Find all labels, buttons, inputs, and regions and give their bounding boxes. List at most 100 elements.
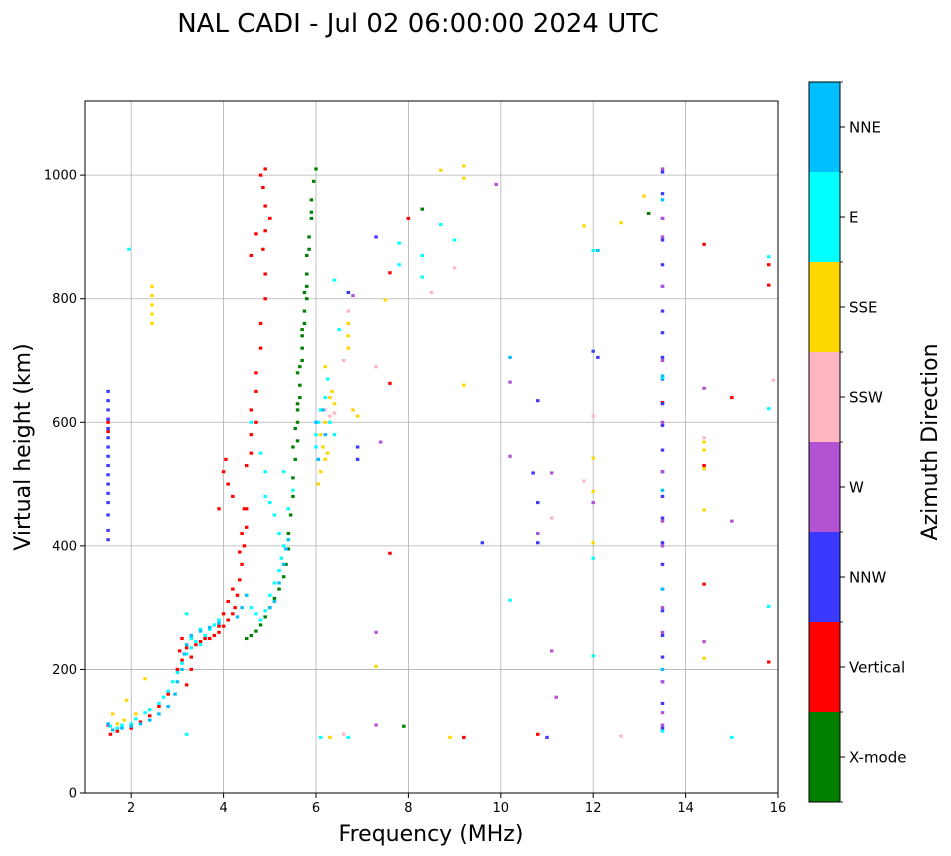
echo-point bbox=[596, 355, 600, 359]
echo-point bbox=[660, 630, 665, 634]
echo-point bbox=[323, 396, 327, 400]
echo-point bbox=[286, 538, 291, 542]
echo-point bbox=[452, 266, 457, 270]
echo-point bbox=[591, 541, 595, 545]
echo-point bbox=[702, 582, 706, 586]
echo-point bbox=[332, 402, 337, 406]
echo-point bbox=[288, 513, 293, 517]
echo-point bbox=[261, 247, 265, 251]
echo-point bbox=[660, 309, 665, 313]
echo-point bbox=[175, 670, 180, 675]
echo-point bbox=[702, 467, 706, 471]
echo-point bbox=[508, 380, 512, 384]
echo-point bbox=[591, 456, 595, 460]
echo-point bbox=[281, 470, 286, 474]
echo-point bbox=[268, 501, 272, 505]
echo-point bbox=[545, 735, 549, 739]
echo-point bbox=[106, 473, 110, 477]
echo-point bbox=[263, 609, 267, 613]
echo-point bbox=[346, 321, 351, 325]
echo-point bbox=[291, 494, 295, 498]
echo-point bbox=[268, 606, 272, 610]
echo-point bbox=[619, 734, 623, 738]
echo-point bbox=[295, 371, 300, 375]
echo-point bbox=[198, 629, 203, 633]
echo-point bbox=[660, 516, 665, 520]
echo-point bbox=[157, 712, 161, 716]
echo-point bbox=[175, 667, 180, 671]
echo-point bbox=[549, 516, 554, 520]
echo-point bbox=[258, 618, 263, 622]
echo-point bbox=[238, 550, 242, 554]
echo-point bbox=[318, 408, 323, 412]
echo-point bbox=[106, 538, 110, 542]
echo-point bbox=[291, 488, 295, 492]
echo-point bbox=[660, 192, 665, 196]
echo-point bbox=[397, 241, 401, 245]
echo-point bbox=[277, 581, 281, 585]
echo-point bbox=[439, 223, 443, 227]
echo-point bbox=[263, 615, 267, 619]
echo-point bbox=[293, 457, 297, 461]
echo-point bbox=[619, 221, 623, 225]
echo-point bbox=[323, 365, 327, 369]
echo-point bbox=[316, 482, 321, 486]
echo-point bbox=[582, 224, 586, 228]
echo-point bbox=[660, 587, 665, 591]
echo-point bbox=[591, 556, 595, 560]
echo-point bbox=[258, 173, 263, 177]
echo-point bbox=[374, 235, 378, 239]
echo-point bbox=[184, 643, 189, 647]
echo-point bbox=[660, 374, 665, 378]
echo-point bbox=[660, 358, 665, 363]
echo-point bbox=[508, 355, 512, 359]
echo-point bbox=[106, 436, 110, 440]
echo-point bbox=[147, 714, 152, 718]
echo-point bbox=[660, 331, 665, 335]
echo-point bbox=[300, 334, 304, 338]
echo-point bbox=[767, 255, 771, 259]
echo-point bbox=[702, 640, 706, 644]
echo-point bbox=[180, 658, 184, 662]
echo-point bbox=[332, 433, 337, 437]
echo-point bbox=[263, 297, 267, 301]
echo-point bbox=[295, 439, 300, 443]
colorbar-tick-label: Vertical bbox=[849, 659, 905, 677]
echo-point bbox=[531, 471, 535, 475]
echo-point bbox=[279, 556, 284, 560]
echo-point bbox=[242, 507, 247, 511]
echo-point bbox=[730, 519, 734, 523]
echo-point bbox=[660, 494, 665, 498]
echo-point bbox=[508, 454, 512, 458]
echo-point bbox=[291, 476, 295, 480]
y-axis-ticks: 0 200 400 600 800 1000 bbox=[44, 169, 85, 802]
echo-point bbox=[115, 729, 120, 733]
colorbar-swatch bbox=[809, 442, 840, 532]
echo-point bbox=[189, 633, 193, 637]
echo-point bbox=[325, 451, 330, 455]
echo-point bbox=[702, 656, 706, 660]
echo-point bbox=[184, 612, 189, 616]
echo-point bbox=[106, 426, 110, 431]
echo-points bbox=[106, 164, 776, 739]
echo-point bbox=[147, 708, 152, 712]
echo-point bbox=[171, 680, 175, 684]
echo-point bbox=[536, 732, 540, 736]
echo-point bbox=[147, 718, 152, 722]
series-nne bbox=[106, 198, 665, 732]
echo-point bbox=[249, 451, 254, 455]
echo-point bbox=[272, 596, 277, 600]
echo-point bbox=[767, 660, 771, 664]
colorbar-swatch bbox=[809, 352, 840, 442]
echo-point bbox=[106, 399, 110, 403]
echo-point bbox=[106, 722, 110, 726]
echo-point bbox=[122, 718, 127, 722]
echo-point bbox=[281, 575, 286, 579]
echo-point bbox=[293, 426, 297, 431]
echo-point bbox=[702, 242, 706, 246]
echo-point bbox=[254, 232, 258, 236]
echo-point bbox=[549, 649, 554, 653]
echo-point bbox=[233, 606, 237, 610]
x-axis-label: Frequency (MHz) bbox=[339, 822, 524, 847]
